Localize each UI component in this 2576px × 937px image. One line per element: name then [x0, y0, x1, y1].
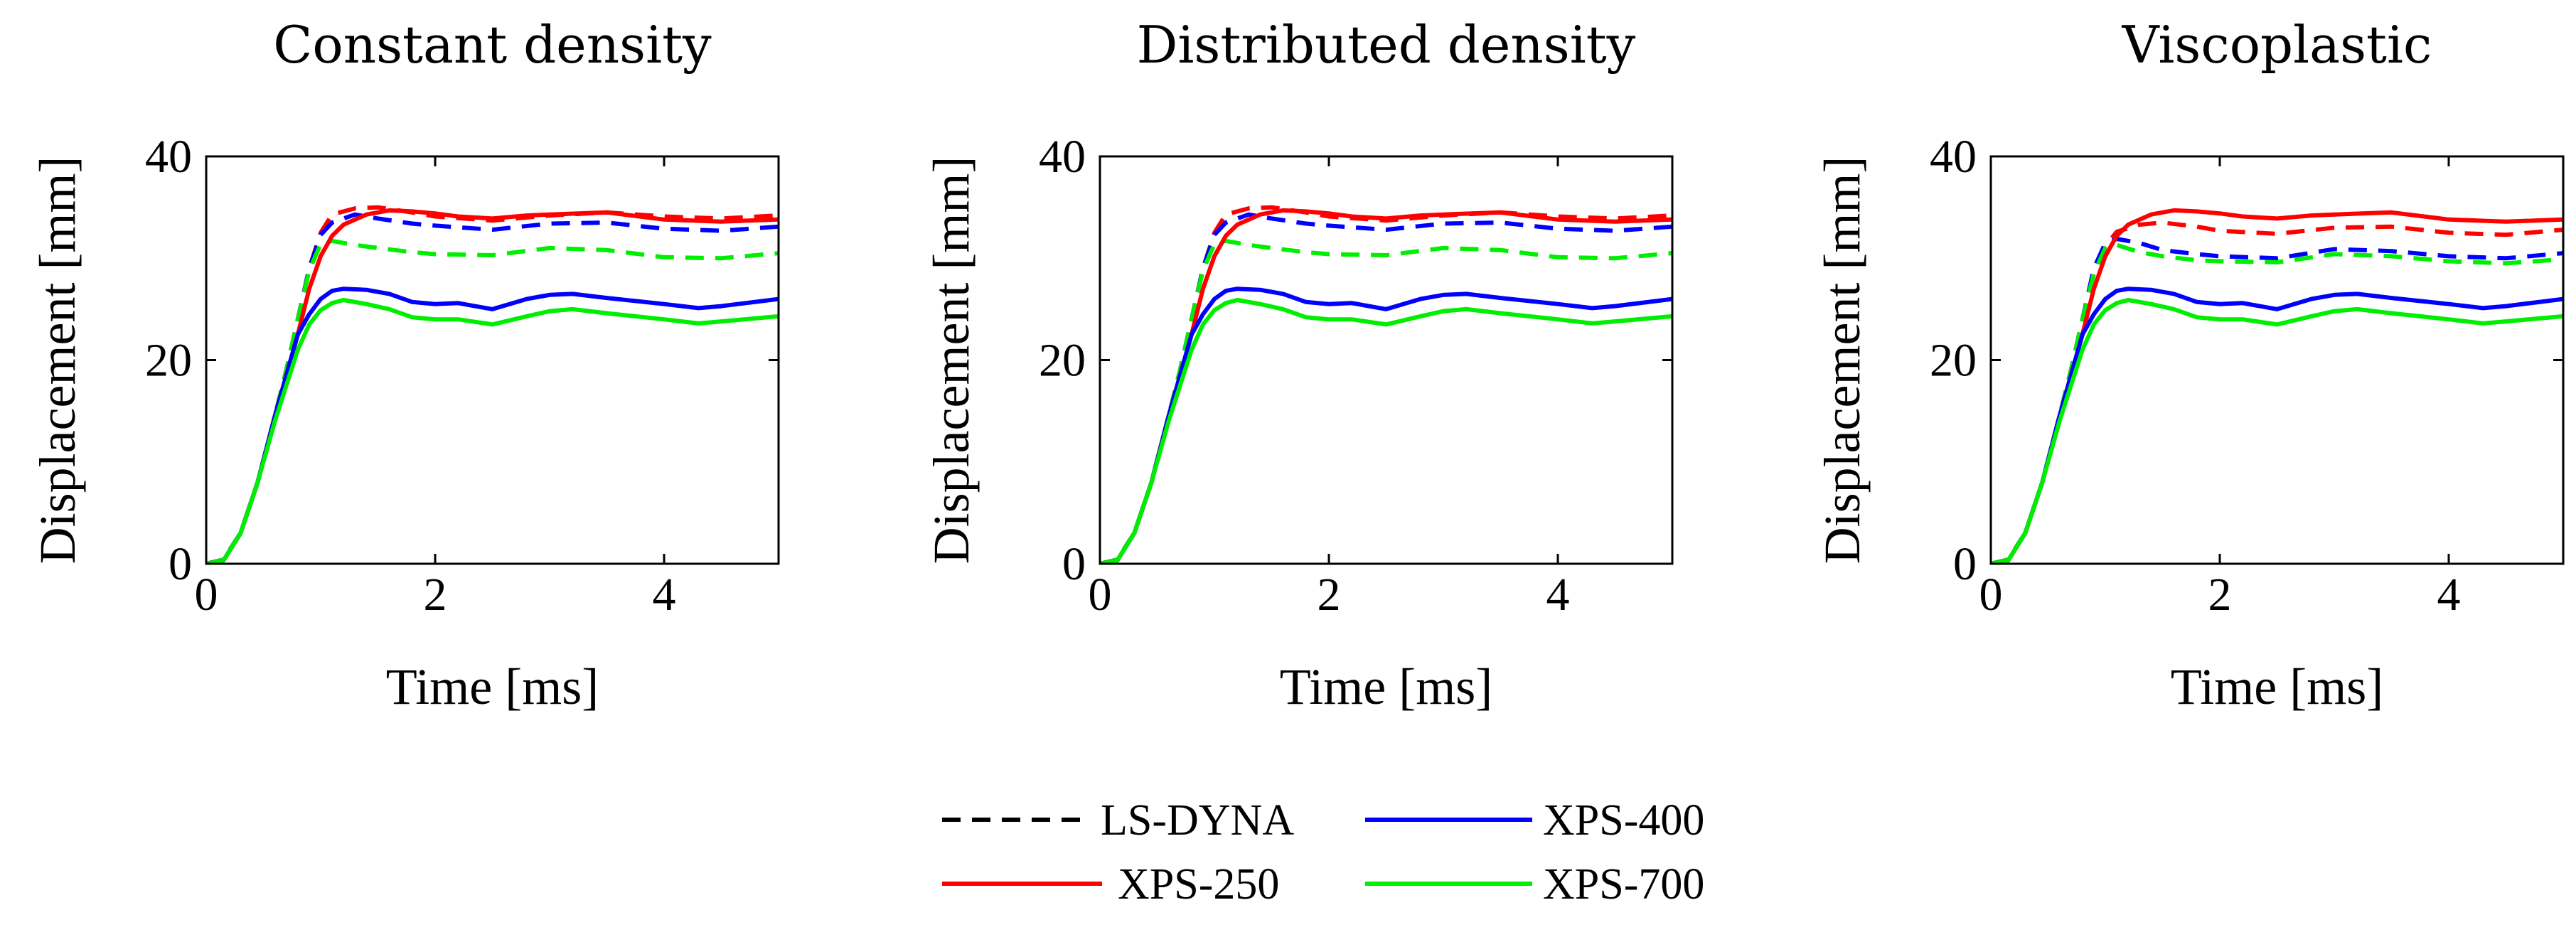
series-line-xps-250-ls-dyna [1991, 220, 2563, 564]
legend: LS-DYNA XPS-400 XPS-250 XPS-700 [942, 796, 1704, 909]
y-axis-label: Displacement [mm] [29, 156, 86, 564]
legend-label: XPS-400 [1543, 796, 1704, 845]
y-tick-label: 40 [145, 131, 192, 183]
y-tick-label: 20 [145, 335, 192, 387]
x-axis-label: Time [ms] [1280, 658, 1492, 715]
series-line-xps-400 [1991, 287, 2563, 564]
legend-label: XPS-700 [1543, 860, 1704, 909]
legend-item-xps400: XPS-400 [1365, 796, 1704, 845]
y-axis-label: Displacement [mm] [923, 156, 980, 564]
series-line-xps-700 [206, 298, 779, 564]
x-axis-label: Time [ms] [2171, 658, 2383, 715]
chart-title: Constant density [273, 15, 712, 75]
legend-item-lsdyna: LS-DYNA [942, 796, 1294, 845]
series-line-xps-700-ls-dyna [1991, 242, 2563, 564]
series-line-xps-700 [1100, 298, 1672, 564]
legend-item-xps700: XPS-700 [1365, 860, 1704, 909]
series-line-xps-250 [1100, 208, 1672, 564]
series-line-xps-700-ls-dyna [1100, 238, 1672, 564]
series-lines [1991, 208, 2563, 564]
series-line-xps-400-ls-dyna [206, 212, 779, 564]
x-tick-label: 0 [1089, 569, 1112, 621]
series-line-xps-400-ls-dyna [1100, 212, 1672, 564]
x-tick-label: 4 [1546, 569, 1570, 621]
y-axis-label: Displacement [mm] [1814, 156, 1871, 564]
x-tick-label: 0 [195, 569, 218, 621]
x-tick-label: 4 [653, 569, 676, 621]
x-axis-label: Time [ms] [386, 658, 599, 715]
series-line-xps-400 [206, 287, 779, 564]
y-tick-label: 20 [1930, 335, 1977, 387]
y-tick-label: 0 [1953, 538, 1977, 590]
series-line-xps-400-ls-dyna [1991, 237, 2563, 564]
legend-label: XPS-250 [1118, 860, 1279, 909]
y-tick-label: 0 [1062, 538, 1086, 590]
series-line-xps-250-ls-dyna [206, 205, 779, 564]
chart-title: Distributed density [1137, 15, 1636, 75]
series-line-xps-250-ls-dyna [1100, 205, 1672, 564]
y-tick-label: 20 [1039, 335, 1086, 387]
series-line-xps-700 [1991, 298, 2563, 564]
series-lines [1100, 205, 1672, 564]
y-tick-label: 40 [1930, 131, 1977, 183]
series-lines [206, 205, 779, 564]
legend-label: LS-DYNA [1101, 796, 1294, 845]
series-line-xps-700-ls-dyna [206, 238, 779, 564]
y-tick-label: 0 [169, 538, 192, 590]
legend-item-xps250: XPS-250 [942, 860, 1279, 909]
x-tick-label: 2 [424, 569, 447, 621]
x-tick-label: 2 [1318, 569, 1341, 621]
x-tick-label: 4 [2437, 569, 2461, 621]
series-line-xps-400 [1100, 287, 1672, 564]
series-line-xps-250 [206, 208, 779, 564]
x-tick-label: 0 [1979, 569, 2003, 621]
x-tick-label: 2 [2208, 569, 2232, 621]
y-tick-label: 40 [1039, 131, 1086, 183]
chart-title: Viscoplastic [2122, 15, 2432, 75]
